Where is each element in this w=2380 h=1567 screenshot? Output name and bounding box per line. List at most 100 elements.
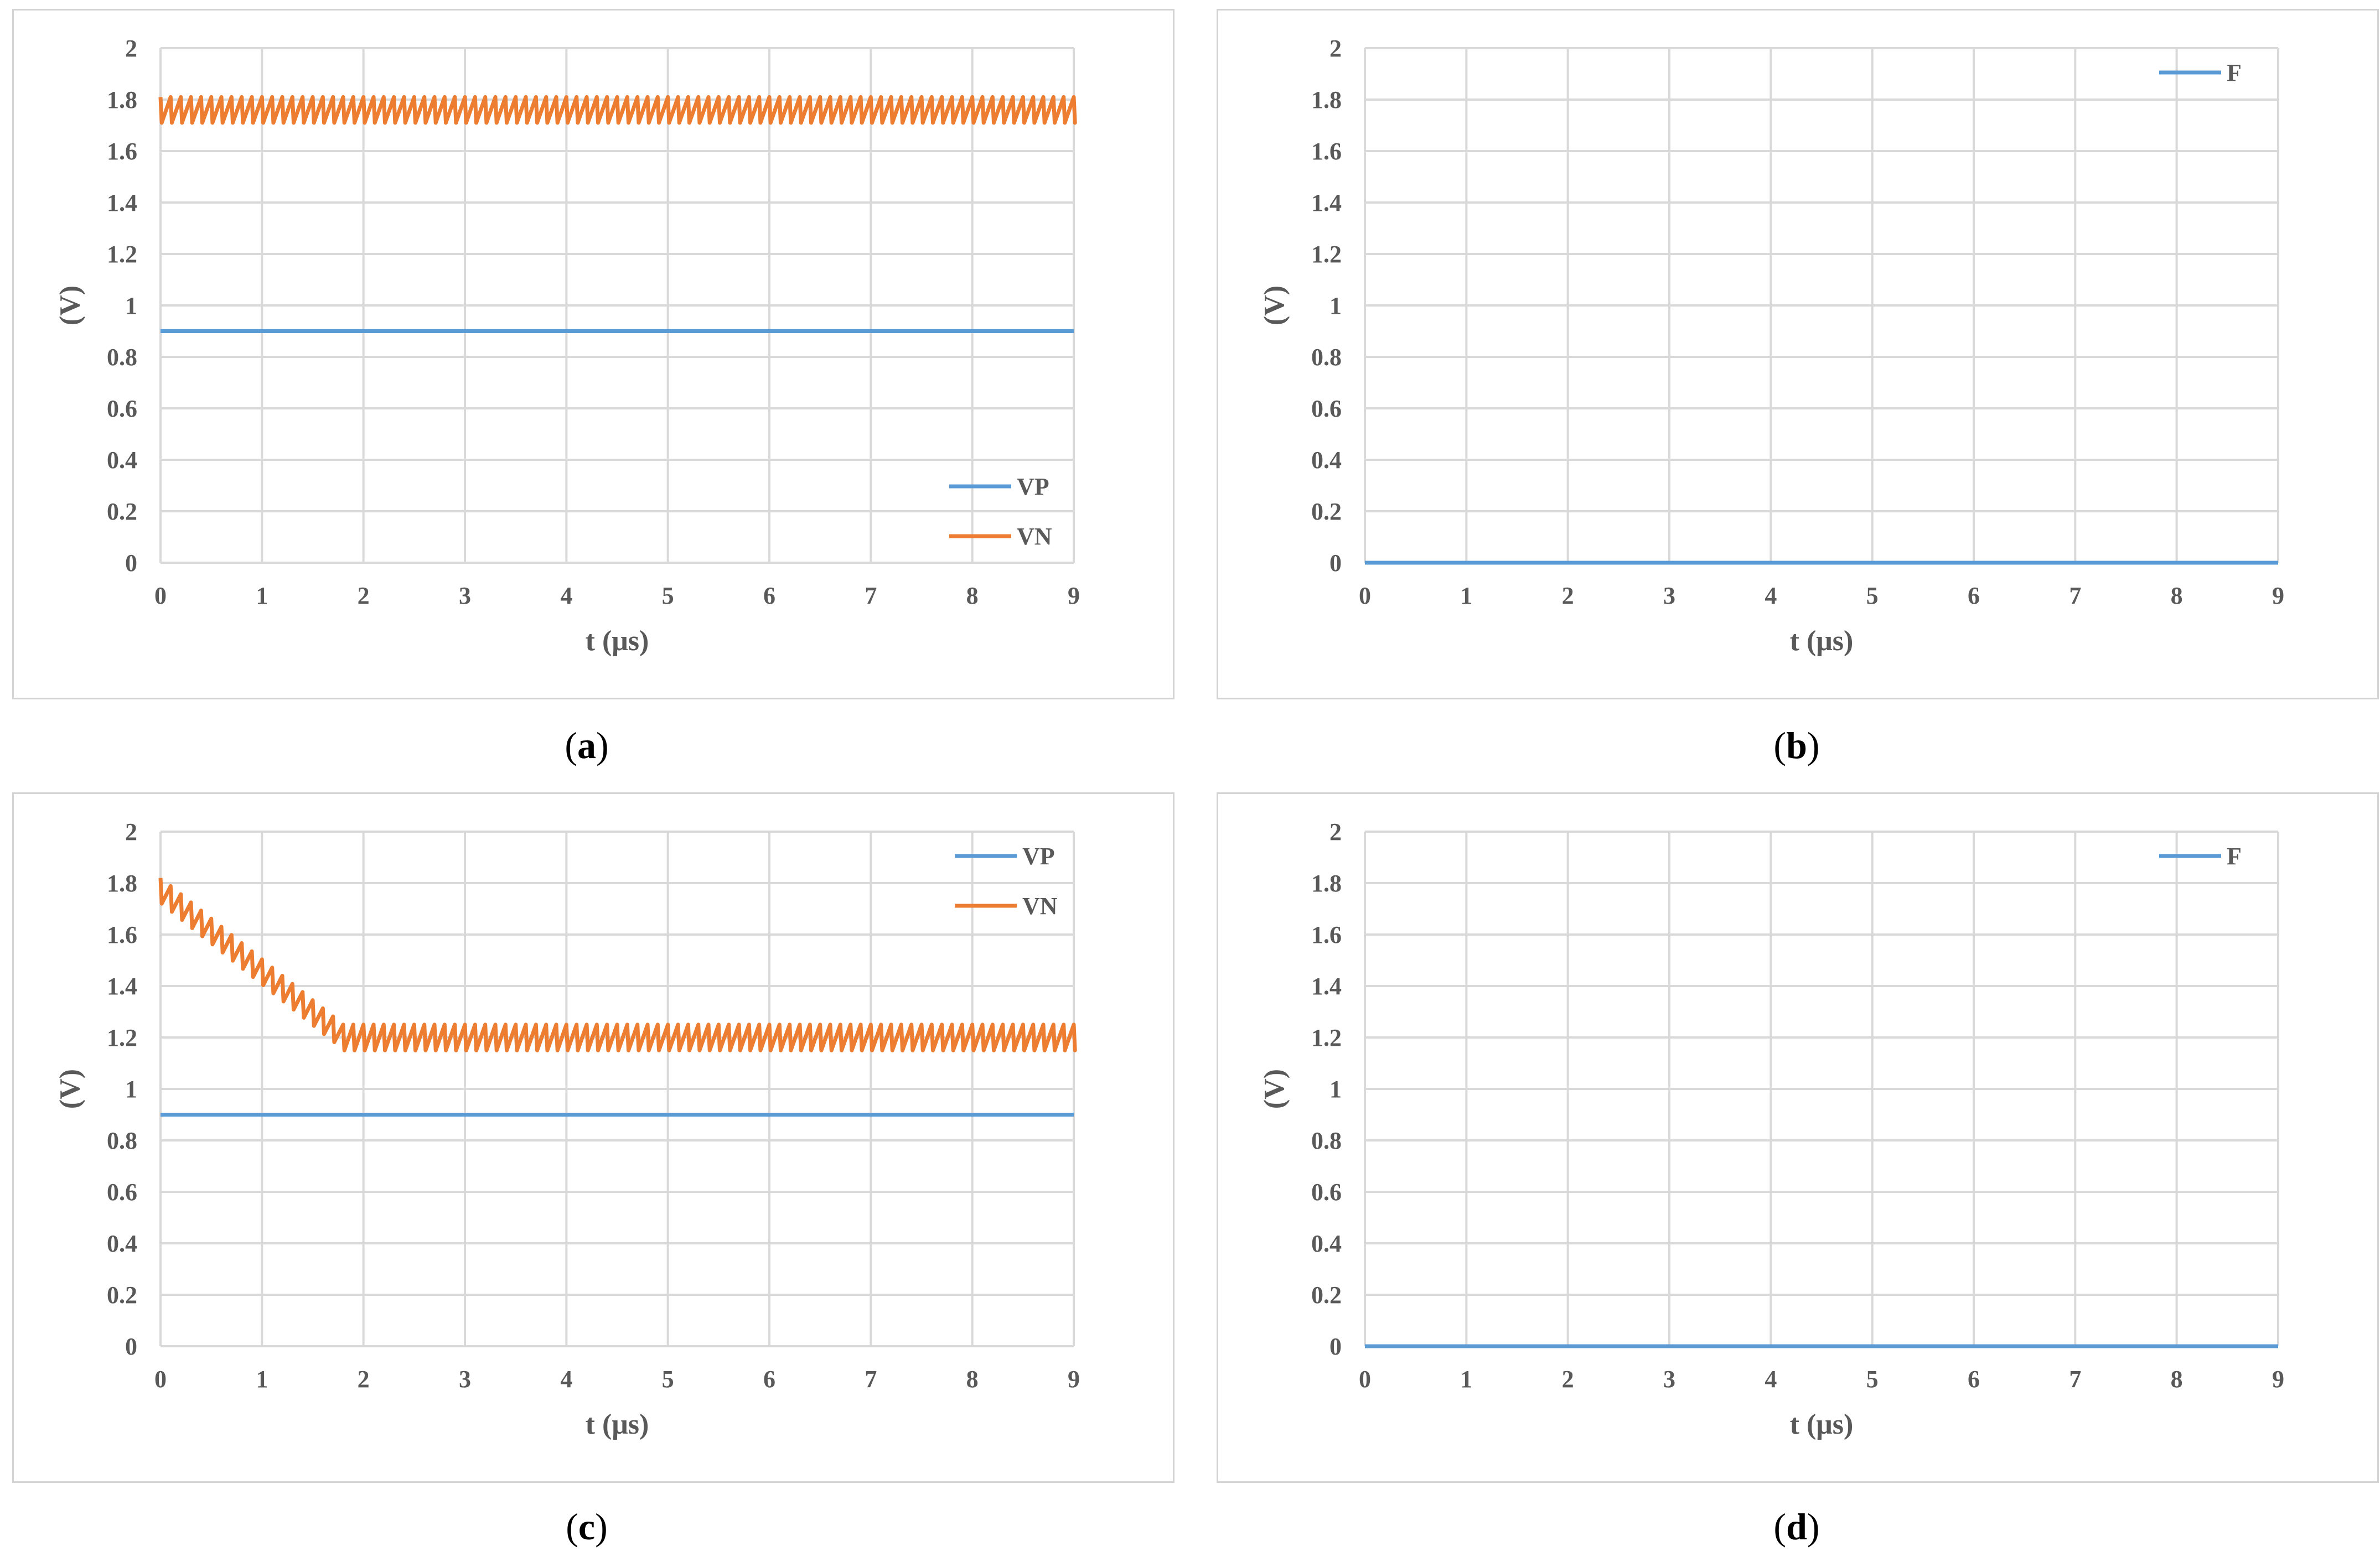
x-tick-label: 1 xyxy=(1460,1366,1472,1393)
x-tick-label: 0 xyxy=(1359,1366,1371,1393)
y-tick-label: 0.2 xyxy=(1311,1281,1342,1309)
x-tick-label: 4 xyxy=(560,582,572,609)
y-tick-label: 0.6 xyxy=(1311,395,1342,422)
y-tick-label: 1 xyxy=(1329,1076,1342,1103)
x-tick-label: 8 xyxy=(2171,1366,2183,1393)
y-tick-label: 1.6 xyxy=(107,138,137,165)
y-axis-label: (V) xyxy=(1259,286,1290,325)
x-tick-label: 0 xyxy=(154,1366,167,1393)
y-tick-label: 0.4 xyxy=(1311,447,1342,474)
y-tick-label: 1.2 xyxy=(107,1024,137,1051)
x-tick-label: 2 xyxy=(358,1366,370,1393)
y-tick-label: 1.6 xyxy=(1311,921,1342,948)
y-tick-label: 2 xyxy=(1329,818,1342,845)
x-tick-label: 3 xyxy=(459,582,471,609)
y-tick-label: 1.4 xyxy=(107,973,137,1000)
chart-panel-c: 0 0.2 0.4 0.6 0.8 1 1.2 1.4 1.6 1.8 2 0 1 2 3 4 5 6 7 8 9 t (… xyxy=(12,792,1175,1483)
x-tick-label: 9 xyxy=(2272,1366,2284,1393)
y-tick-label: 1.8 xyxy=(1311,86,1342,113)
y-tick-label: 1.6 xyxy=(107,921,137,948)
x-tick-label: 6 xyxy=(763,1366,775,1393)
y-tick-label: 0.6 xyxy=(107,1179,137,1206)
y-tick-label: 0.4 xyxy=(107,447,137,474)
y-tick-label: 0 xyxy=(1329,1333,1342,1360)
y-tick-label: 1.6 xyxy=(1311,138,1342,165)
x-tick-label: 9 xyxy=(2272,582,2284,609)
y-tick-label: 0.8 xyxy=(1311,1127,1342,1154)
x-tick-label: 7 xyxy=(865,582,877,609)
y-tick-label: 1 xyxy=(125,1076,137,1103)
caption-c-letter: c xyxy=(578,1506,596,1548)
y-tick-label: 0.4 xyxy=(1311,1230,1342,1257)
x-tick-label: 1 xyxy=(1460,582,1472,609)
x-tick-label: 7 xyxy=(2069,582,2081,609)
x-tick-label: 1 xyxy=(256,582,268,609)
y-tick-label: 1.4 xyxy=(1311,189,1342,216)
x-axis-label: t (μs) xyxy=(586,625,649,657)
x-tick-label: 9 xyxy=(1068,582,1080,609)
x-tick-label: 8 xyxy=(966,582,979,609)
y-tick-label: 1.4 xyxy=(107,189,137,216)
x-tick-label: 8 xyxy=(2171,582,2183,609)
caption-d-letter: d xyxy=(1786,1506,1807,1548)
caption-a-letter: a xyxy=(577,724,596,766)
y-tick-label: 0 xyxy=(125,1333,137,1360)
y-tick-label: 0 xyxy=(125,549,137,577)
y-tick-label: 0 xyxy=(1329,549,1342,577)
y-axis-label: (V) xyxy=(54,1069,86,1109)
legend-label-vp: VP xyxy=(1017,473,1049,500)
x-tick-label: 5 xyxy=(1866,1366,1879,1393)
caption-b: (b) xyxy=(1773,724,1820,766)
y-tick-label: 2 xyxy=(1329,35,1342,62)
x-axis-label: t (μs) xyxy=(1790,1409,1854,1440)
x-tick-label: 5 xyxy=(662,1366,674,1393)
y-axis-label: (V) xyxy=(1259,1069,1290,1109)
y-tick-label: 0.2 xyxy=(107,1281,137,1309)
chart-c-svg: 0 0.2 0.4 0.6 0.8 1 1.2 1.4 1.6 1.8 2 0 1 2 3 4 5 6 7 8 9 t (… xyxy=(54,818,1080,1440)
x-tick-label: 9 xyxy=(1068,1366,1080,1393)
y-tick-label: 0.8 xyxy=(1311,344,1342,371)
y-tick-label: 0.2 xyxy=(107,498,137,525)
y-tick-label: 2 xyxy=(125,818,137,845)
x-tick-label: 7 xyxy=(865,1366,877,1393)
x-tick-label: 0 xyxy=(154,582,167,609)
chart-panel-d: 0 0.2 0.4 0.6 0.8 1 1.2 1.4 1.6 1.8 2 0 1 2 3 4 5 6 7 8 9 t (… xyxy=(1217,792,2379,1483)
x-tick-label: 6 xyxy=(1968,582,1980,609)
x-axis-label: t (μs) xyxy=(586,1409,649,1440)
x-tick-label: 4 xyxy=(1765,582,1777,609)
y-tick-label: 1.4 xyxy=(1311,973,1342,1000)
chart-panel-a: 0 0.2 0.4 0.6 0.8 1 1.2 1.4 1.6 1.8 2 0 1 2 3 4 5 6 7 8 9 t (… xyxy=(12,9,1175,699)
x-tick-label: 3 xyxy=(459,1366,471,1393)
y-tick-label: 2 xyxy=(125,35,137,62)
y-tick-label: 1 xyxy=(1329,292,1342,319)
x-tick-label: 4 xyxy=(560,1366,572,1393)
y-tick-label: 0.8 xyxy=(107,344,137,371)
x-tick-label: 6 xyxy=(1968,1366,1980,1393)
x-tick-label: 7 xyxy=(2069,1366,2081,1393)
x-tick-label: 1 xyxy=(256,1366,268,1393)
caption-c: (c) xyxy=(566,1506,608,1548)
y-tick-label: 1.8 xyxy=(1311,870,1342,897)
series-line-vn xyxy=(158,878,1077,1052)
caption-d: (d) xyxy=(1773,1506,1820,1548)
y-tick-label: 1 xyxy=(125,292,137,319)
chart-a-svg: 0 0.2 0.4 0.6 0.8 1 1.2 1.4 1.6 1.8 2 0 1 2 3 4 5 6 7 8 9 t (… xyxy=(54,35,1080,657)
series-line-vn xyxy=(158,95,1077,125)
y-tick-label: 1.2 xyxy=(1311,241,1342,268)
y-tick-label: 1.2 xyxy=(1311,1024,1342,1051)
y-tick-label: 1.8 xyxy=(107,870,137,897)
legend-label-vn: VN xyxy=(1022,893,1058,920)
y-tick-label: 0.4 xyxy=(107,1230,137,1257)
y-tick-label: 1.8 xyxy=(107,86,137,113)
caption-b-letter: b xyxy=(1786,724,1807,766)
legend-label-f: F xyxy=(2227,843,2242,870)
y-tick-label: 1.2 xyxy=(107,241,137,268)
legend-label-vn: VN xyxy=(1017,523,1052,550)
x-axis-label: t (μs) xyxy=(1790,625,1854,657)
caption-a: (a) xyxy=(565,724,609,766)
x-tick-label: 8 xyxy=(966,1366,979,1393)
x-tick-label: 3 xyxy=(1663,1366,1675,1393)
legend-label-f: F xyxy=(2227,59,2242,86)
x-tick-label: 2 xyxy=(1562,1366,1574,1393)
x-tick-label: 0 xyxy=(1359,582,1371,609)
